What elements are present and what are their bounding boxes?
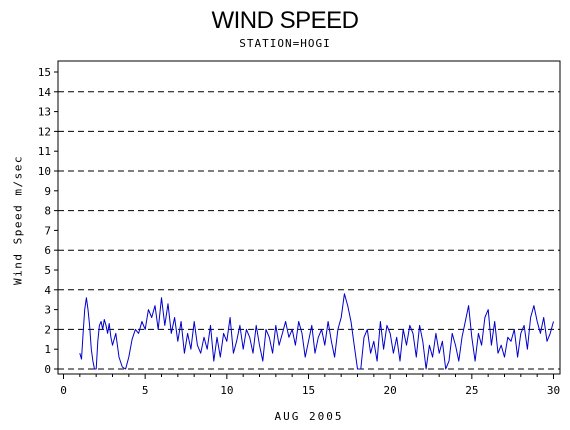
- x-tick-label: 10: [220, 384, 233, 397]
- y-axis-label: Wind Speed m/sec: [11, 155, 25, 285]
- x-axis: 0 5 10 15 20 25 30: [60, 374, 560, 397]
- x-tick-label: 30: [547, 384, 560, 397]
- plot-frame: [57, 60, 561, 375]
- y-tick-label: 1: [44, 343, 51, 356]
- chart-title: WIND SPEED: [211, 7, 359, 34]
- y-tick-label: 4: [44, 284, 51, 297]
- y-tick-label: 12: [38, 125, 51, 138]
- y-tick-label: 13: [38, 106, 51, 119]
- y-tick-label: 6: [44, 244, 51, 257]
- y-tick-label: 2: [44, 323, 51, 336]
- y-tick-label: 7: [44, 224, 51, 237]
- y-tick-label: 11: [38, 145, 51, 158]
- y-tick-label: 5: [44, 264, 51, 277]
- x-tick-label: 5: [142, 384, 149, 397]
- x-tick-label: 25: [465, 384, 478, 397]
- y-tick-label: 3: [44, 304, 51, 317]
- y-tick-label: 0: [44, 363, 51, 376]
- x-axis-label: AUG 2005: [274, 410, 344, 423]
- chart-subtitle: STATION=HOGI: [239, 37, 331, 50]
- y-tick-label: 14: [38, 86, 52, 99]
- wind-speed-series-line: [79, 293, 554, 370]
- x-tick-label: 20: [384, 384, 397, 397]
- x-tick-label: 0: [60, 384, 67, 397]
- y-tick-label: 9: [44, 185, 51, 198]
- y-tick-label: 8: [44, 205, 51, 218]
- y-tick-label: 10: [38, 165, 51, 178]
- series-layer: [79, 293, 554, 370]
- x-tick-label: 15: [302, 384, 315, 397]
- y-tick-label: 15: [38, 66, 51, 79]
- reference-lines: [58, 91, 560, 370]
